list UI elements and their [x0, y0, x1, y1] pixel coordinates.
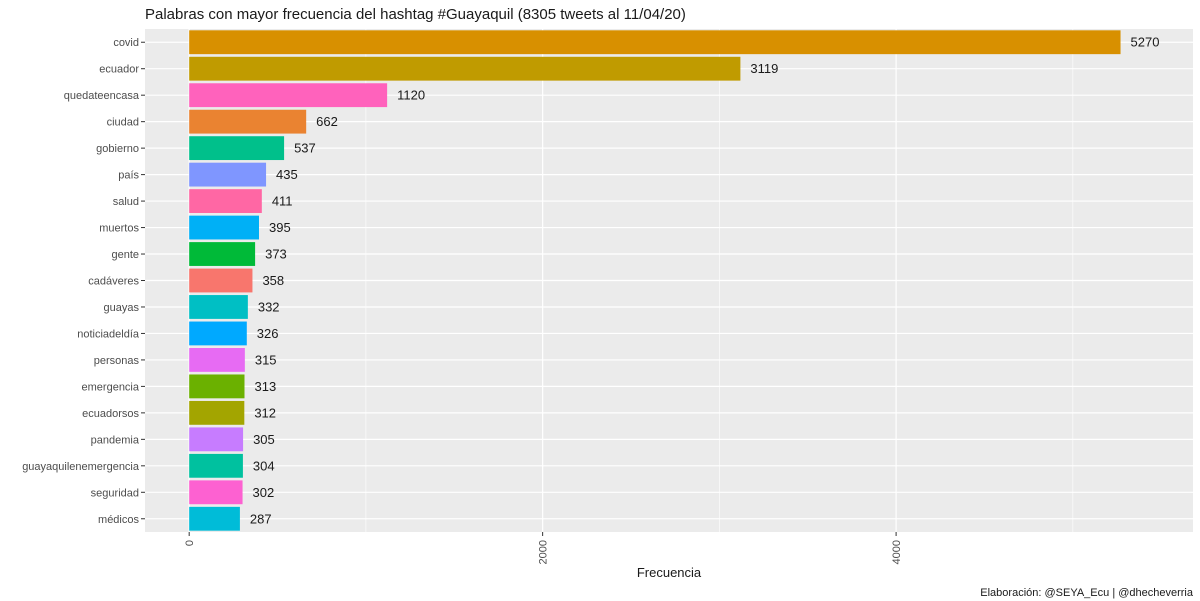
category-label: noticiadeldía [77, 328, 140, 340]
category-label: seguridad [91, 487, 139, 499]
x-tick-label: 2000 [538, 540, 550, 564]
bar [189, 427, 244, 452]
category-label: ciudad [107, 117, 139, 129]
category-label: cadáveres [88, 276, 139, 288]
bar [189, 162, 267, 187]
category-label: ecuador [99, 64, 139, 76]
category-label: muertos [99, 223, 139, 235]
category-label: covid [113, 37, 139, 49]
caption: Elaboración: @SEYA_Ecu | @dhecheverria [980, 587, 1194, 599]
bar [189, 30, 1121, 55]
category-label: emergencia [82, 381, 140, 393]
value-label: 411 [272, 194, 293, 209]
bar [189, 83, 388, 108]
category-label: guayas [104, 302, 140, 314]
value-label: 315 [255, 352, 277, 367]
category-label: gente [111, 249, 139, 261]
value-label: 662 [316, 114, 338, 129]
bar [189, 295, 248, 319]
value-label: 326 [257, 326, 279, 341]
bar [189, 109, 307, 134]
chart-title: Palabras con mayor frecuencia del hashta… [145, 6, 686, 23]
value-label: 537 [294, 141, 316, 156]
bar [189, 189, 262, 213]
value-label: 332 [258, 299, 280, 314]
value-label: 304 [253, 458, 275, 473]
category-label: personas [94, 355, 140, 367]
category-label: país [118, 170, 139, 182]
value-label: 305 [253, 432, 275, 447]
category-label: ecuadorsos [82, 408, 139, 420]
value-label: 395 [269, 220, 291, 235]
category-label: gobierno [96, 143, 139, 155]
bar [189, 453, 243, 478]
value-label: 358 [262, 273, 284, 288]
category-label: salud [113, 196, 139, 208]
bar [189, 506, 240, 531]
bar [189, 268, 253, 293]
bar [189, 480, 243, 505]
x-tick-label: 0 [184, 540, 196, 546]
bar [189, 348, 245, 372]
value-label: 287 [250, 511, 272, 526]
value-label: 313 [254, 379, 276, 394]
value-label: 373 [265, 247, 287, 262]
value-label: 5270 [1131, 35, 1160, 50]
bar [189, 215, 259, 240]
bar [189, 321, 247, 346]
x-tick-label: 4000 [891, 540, 903, 564]
value-label: 312 [254, 405, 276, 420]
category-label: médicos [98, 514, 139, 526]
bar [189, 136, 285, 161]
value-label: 435 [276, 167, 298, 182]
category-label: pandemia [91, 434, 140, 446]
value-label: 302 [253, 485, 275, 500]
category-labels: covid ecuador quedateencasa ciudad gobierno p… [22, 37, 145, 526]
value-label: 1120 [397, 88, 425, 103]
bar [189, 374, 245, 399]
bar [189, 242, 256, 266]
category-label: quedateencasa [64, 90, 140, 102]
bar [189, 56, 741, 81]
x-axis-title: Frecuencia [637, 565, 702, 580]
category-label: guayaquilenemergencia [22, 461, 140, 473]
bars [189, 30, 1121, 531]
value-label: 3119 [750, 61, 778, 76]
x-axis-ticks: 0 2000 4000 [184, 532, 903, 564]
bar [189, 400, 245, 425]
